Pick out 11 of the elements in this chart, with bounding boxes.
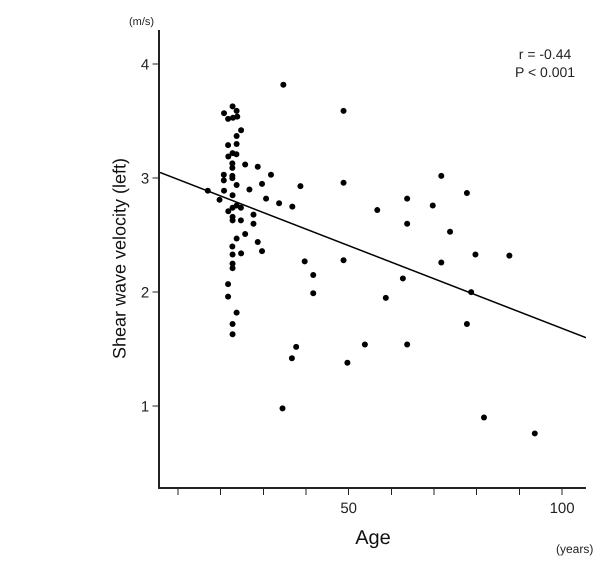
y-axis-title: Shear wave velocity (left) bbox=[110, 158, 130, 360]
annotation: r = -0.44 P < 0.001 bbox=[515, 46, 576, 80]
y-tick-label: 1 bbox=[140, 398, 150, 416]
text: (m/s) bbox=[129, 16, 154, 28]
y-tick-label: 4 bbox=[140, 56, 150, 74]
y-tick-label: 2 bbox=[140, 284, 150, 302]
y-tick-label: 3 bbox=[140, 170, 150, 188]
text: (years) bbox=[556, 542, 594, 556]
x-tick-label: 50 bbox=[340, 500, 358, 517]
x-tick-label: 100 bbox=[550, 500, 575, 517]
x-axis-title: Age bbox=[355, 526, 391, 549]
